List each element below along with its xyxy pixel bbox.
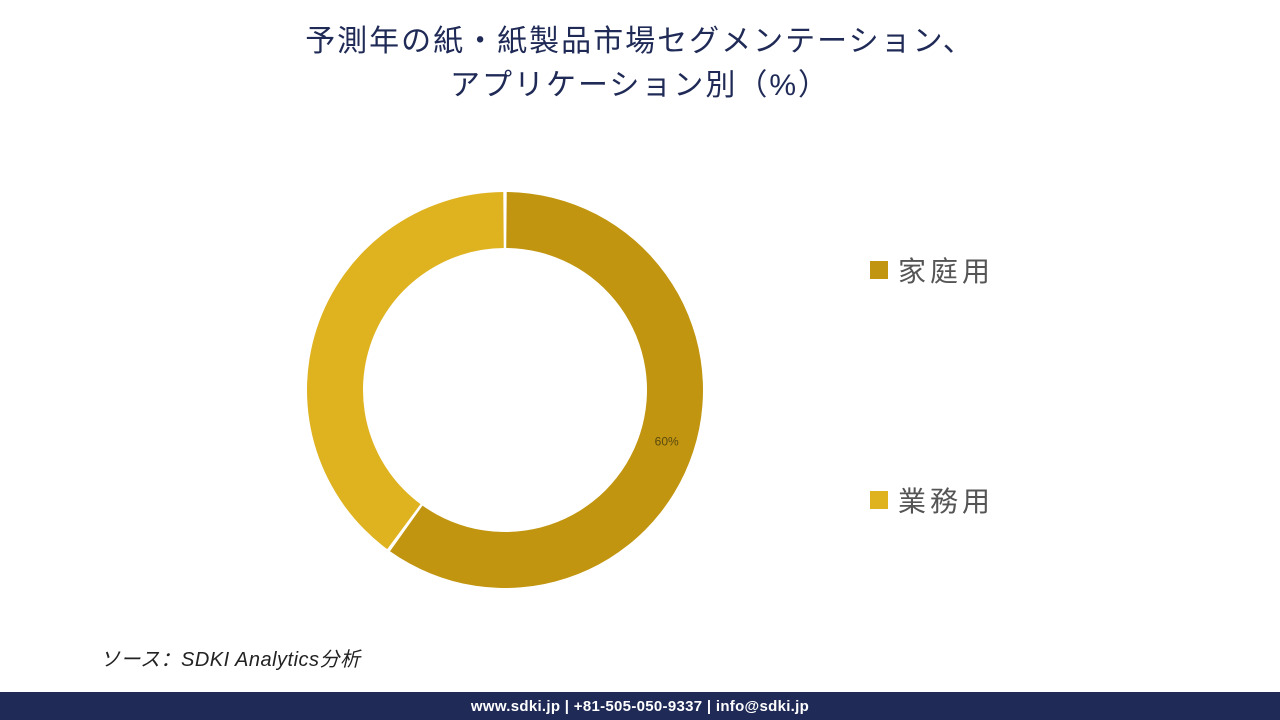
- chart-legend: 家庭用業務用: [870, 250, 994, 520]
- legend-label: 家庭用: [898, 250, 994, 290]
- chart-title-line1: 予測年の紙・紙製品市場セグメンテーション、: [305, 25, 975, 58]
- chart-title-line2: アプリケーション別（%）: [450, 69, 830, 102]
- donut-slice-commercial: [307, 192, 504, 549]
- donut-slice-label-household: 60%: [655, 435, 679, 449]
- legend-label: 業務用: [898, 480, 994, 520]
- source-text: ソース：SDKI Analytics分析: [100, 643, 361, 672]
- legend-item: 業務用: [870, 480, 994, 520]
- legend-swatch: [870, 491, 888, 509]
- legend-item: 家庭用: [870, 250, 994, 290]
- footer-bar: www.sdki.jp | +81-505-050-9337 | info@sd…: [0, 692, 1280, 720]
- donut-chart: 60%: [305, 190, 705, 590]
- legend-swatch: [870, 261, 888, 279]
- chart-title: 予測年の紙・紙製品市場セグメンテーション、 アプリケーション別（%）: [0, 20, 1280, 107]
